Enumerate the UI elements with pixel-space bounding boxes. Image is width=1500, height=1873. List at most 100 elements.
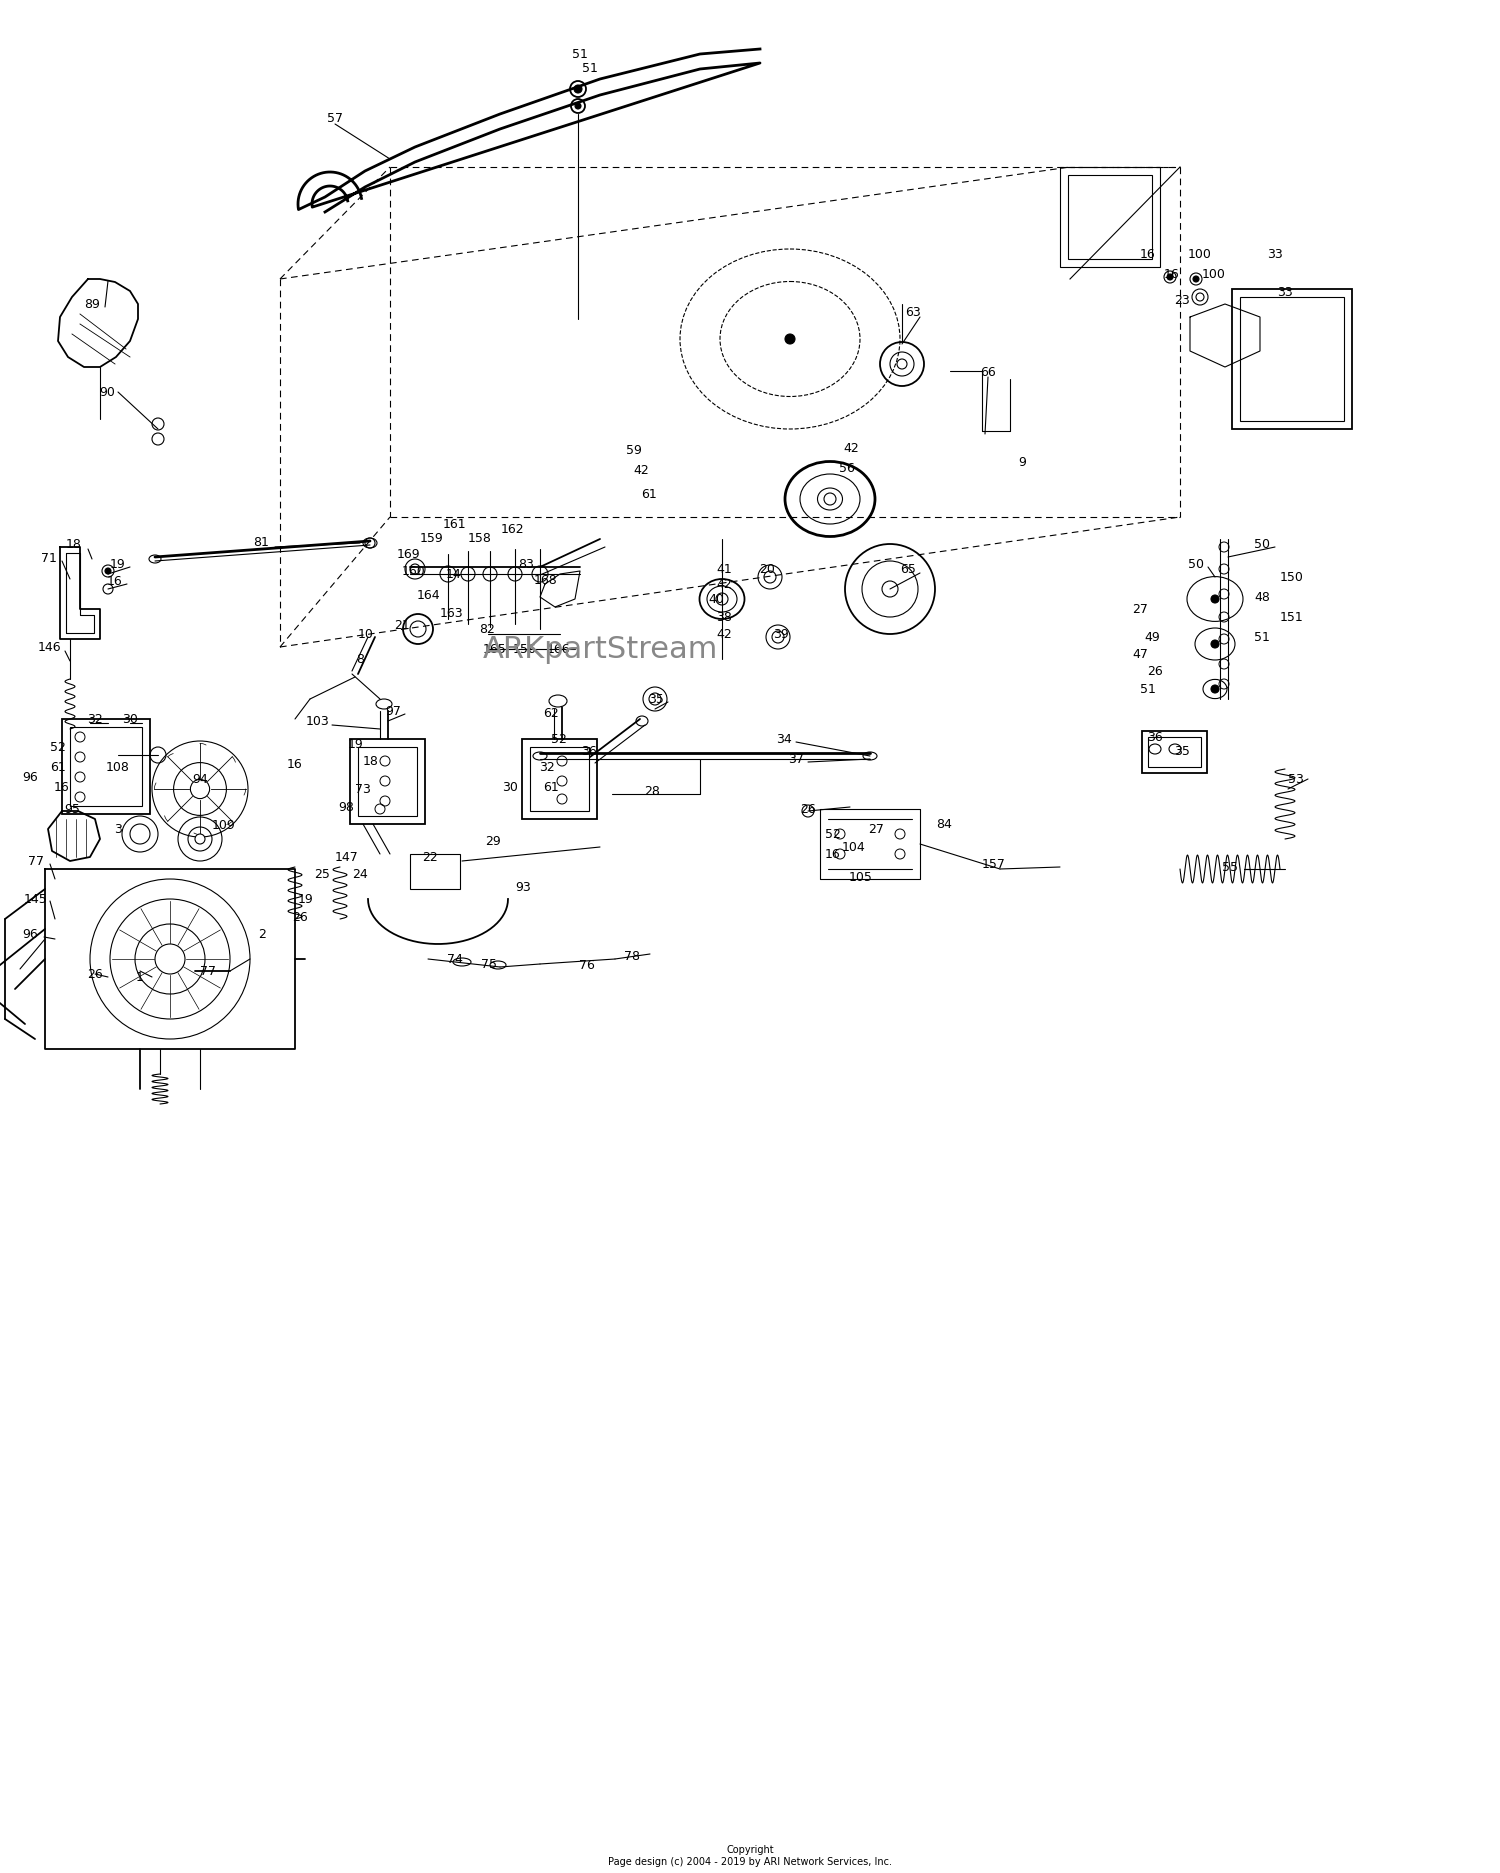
Text: 77: 77 xyxy=(200,965,216,978)
Bar xyxy=(350,740,424,824)
Text: 18: 18 xyxy=(66,538,82,551)
Text: 33: 33 xyxy=(1268,249,1282,262)
Text: 51: 51 xyxy=(1254,631,1270,644)
Text: 50: 50 xyxy=(1254,538,1270,551)
Text: 14: 14 xyxy=(446,568,462,581)
Text: Copyright: Copyright xyxy=(726,1845,774,1854)
Text: 104: 104 xyxy=(842,841,866,854)
Text: 96: 96 xyxy=(22,772,38,785)
Text: 151: 151 xyxy=(1280,611,1304,624)
Text: 61: 61 xyxy=(543,781,560,794)
Text: 94: 94 xyxy=(192,774,208,787)
Text: 24: 24 xyxy=(352,867,368,880)
Text: 168: 168 xyxy=(534,575,558,588)
Text: 163: 163 xyxy=(440,607,464,620)
Text: 109: 109 xyxy=(211,819,236,832)
Text: 49: 49 xyxy=(1144,631,1160,644)
Circle shape xyxy=(1167,275,1173,281)
Text: 65: 65 xyxy=(900,564,916,577)
Circle shape xyxy=(1210,686,1219,693)
Text: 26: 26 xyxy=(87,968,104,981)
Text: 165: 165 xyxy=(483,642,507,656)
Circle shape xyxy=(824,494,836,506)
Text: 76: 76 xyxy=(579,959,596,972)
Text: 77: 77 xyxy=(28,856,44,867)
Text: 22: 22 xyxy=(422,850,438,863)
Bar xyxy=(1142,732,1208,774)
Text: 42: 42 xyxy=(716,579,732,592)
Text: 47: 47 xyxy=(1132,648,1148,661)
Text: 97: 97 xyxy=(386,704,400,717)
Text: 19: 19 xyxy=(348,738,364,751)
Text: 29: 29 xyxy=(484,835,501,848)
Bar xyxy=(1148,738,1202,768)
Text: 156: 156 xyxy=(513,642,537,656)
Text: 20: 20 xyxy=(759,564,776,577)
Text: 159: 159 xyxy=(420,532,444,545)
Circle shape xyxy=(195,835,206,845)
Text: 103: 103 xyxy=(306,715,330,729)
Text: 78: 78 xyxy=(624,950,640,963)
Text: 36: 36 xyxy=(1148,730,1162,744)
Text: 30: 30 xyxy=(503,781,518,794)
Text: 164: 164 xyxy=(416,590,440,603)
Bar xyxy=(1232,290,1352,429)
Circle shape xyxy=(190,779,210,800)
Text: 42: 42 xyxy=(716,627,732,641)
Circle shape xyxy=(154,944,184,974)
Text: 100: 100 xyxy=(1202,268,1225,281)
Text: 32: 32 xyxy=(87,714,104,727)
Text: 28: 28 xyxy=(644,785,660,798)
Text: ARKpartStream: ARKpartStream xyxy=(483,635,717,665)
Text: 53: 53 xyxy=(1288,774,1304,787)
Text: 42: 42 xyxy=(633,465,650,478)
Text: 33: 33 xyxy=(1276,285,1293,298)
Text: 32: 32 xyxy=(538,760,555,774)
Text: 59: 59 xyxy=(626,444,642,457)
Text: 96: 96 xyxy=(22,927,38,940)
Text: 8: 8 xyxy=(356,654,364,667)
Text: 84: 84 xyxy=(936,819,952,832)
Circle shape xyxy=(784,335,795,345)
Circle shape xyxy=(105,569,111,575)
Text: 157: 157 xyxy=(982,858,1006,871)
Circle shape xyxy=(1192,277,1198,283)
Bar xyxy=(1240,298,1344,421)
Text: 21: 21 xyxy=(394,620,410,633)
Bar xyxy=(530,747,590,811)
Text: 75: 75 xyxy=(482,957,496,970)
Text: 30: 30 xyxy=(122,714,138,727)
Text: 146: 146 xyxy=(38,641,62,654)
Bar xyxy=(1060,169,1160,268)
Text: 166: 166 xyxy=(546,642,570,656)
Circle shape xyxy=(897,360,908,369)
Bar xyxy=(62,719,150,815)
Text: 16: 16 xyxy=(825,848,842,862)
Text: 19: 19 xyxy=(298,893,314,907)
Text: 52: 52 xyxy=(825,828,842,841)
Text: 37: 37 xyxy=(788,753,804,766)
Text: 83: 83 xyxy=(518,558,534,571)
Text: 93: 93 xyxy=(514,880,531,893)
Text: 39: 39 xyxy=(772,627,789,641)
Text: 73: 73 xyxy=(356,783,370,796)
Text: 26: 26 xyxy=(1148,665,1162,678)
Circle shape xyxy=(574,86,582,94)
Text: 145: 145 xyxy=(24,893,48,907)
Text: 16: 16 xyxy=(1140,249,1156,262)
Text: 62: 62 xyxy=(543,708,560,719)
Text: 95: 95 xyxy=(64,804,80,817)
Text: 27: 27 xyxy=(868,822,883,835)
Text: 41: 41 xyxy=(716,564,732,577)
Text: 18: 18 xyxy=(363,755,380,768)
Text: 82: 82 xyxy=(478,624,495,637)
Text: 2: 2 xyxy=(258,927,266,940)
Bar xyxy=(522,740,597,820)
Text: 89: 89 xyxy=(84,298,100,311)
Text: 16: 16 xyxy=(1164,268,1180,281)
Text: 57: 57 xyxy=(327,111,344,124)
Text: 25: 25 xyxy=(314,867,330,880)
Text: 1: 1 xyxy=(136,970,144,983)
Text: 16: 16 xyxy=(286,759,303,772)
Text: 34: 34 xyxy=(776,732,792,745)
